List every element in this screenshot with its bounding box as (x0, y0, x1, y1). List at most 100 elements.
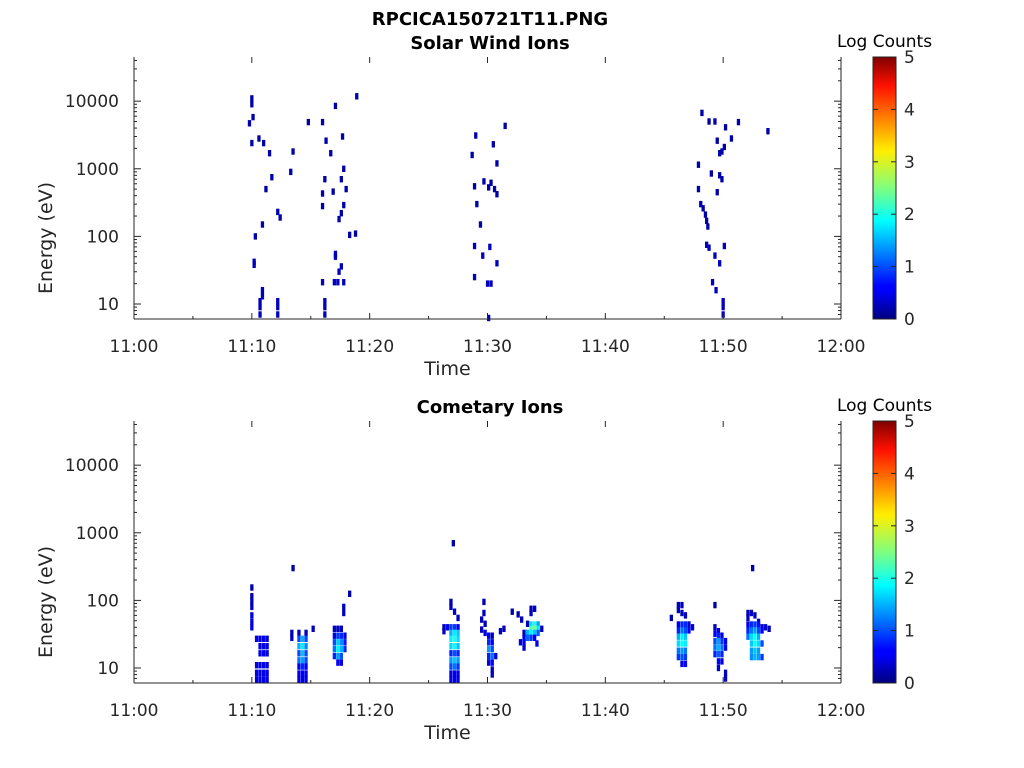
data-cell (495, 191, 499, 198)
colorbar-tick-label: 3 (904, 153, 915, 173)
data-cell (339, 639, 343, 646)
data-cell (687, 627, 691, 634)
colorbar-tick-label: 2 (904, 205, 915, 225)
data-cell (300, 650, 305, 657)
data-cell (456, 676, 460, 683)
data-cell (753, 627, 757, 634)
data-cell (342, 603, 346, 611)
data-cell (540, 625, 544, 632)
data-cell (767, 625, 771, 632)
data-cell (701, 205, 705, 212)
data-cell (297, 635, 301, 642)
data-cell (324, 137, 328, 144)
data-cell (720, 637, 724, 645)
data-cell (260, 221, 265, 228)
data-cell (518, 639, 523, 646)
data-cell (304, 629, 308, 637)
data-cell (289, 168, 293, 176)
solar-wind-panel: Solar Wind Ions 11:00 11:10 11:20 11:30 11:4… (35, 32, 932, 380)
data-cell (306, 118, 310, 126)
data-cell (696, 161, 701, 168)
colorbar-tick-label: 5 (904, 48, 915, 68)
data-cell (340, 133, 345, 140)
data-cell (529, 605, 533, 612)
data-cell (490, 659, 494, 666)
data-cell (480, 626, 484, 633)
data-cell (342, 609, 346, 617)
data-cell (250, 139, 254, 147)
data-cell (290, 634, 294, 641)
data-cell (456, 635, 460, 642)
data-cell (290, 629, 294, 637)
data-cell (723, 669, 728, 676)
colorbar-tick-label: 1 (904, 622, 915, 642)
data-cell (304, 643, 308, 650)
data-cell (297, 663, 301, 670)
data-cell (713, 651, 717, 658)
data-cell (705, 241, 709, 248)
data-cell (337, 215, 341, 223)
data-cell (533, 621, 537, 628)
data-cell (262, 676, 266, 683)
data-cell (304, 670, 308, 677)
data-cell (713, 601, 717, 609)
data-cell (487, 659, 491, 666)
data-cell (520, 616, 524, 623)
data-cell (716, 664, 721, 672)
data-cell (749, 640, 754, 647)
data-cell (716, 637, 721, 645)
data-cell (262, 643, 266, 650)
data-cell (336, 279, 340, 286)
data-cell (716, 632, 721, 639)
data-cell (258, 635, 262, 642)
data-cell (332, 279, 336, 286)
data-cell (683, 660, 688, 668)
data-cell (270, 174, 274, 181)
x-axis-label: Time (423, 722, 471, 744)
data-cell (491, 141, 495, 148)
data-cell (445, 624, 450, 631)
y-tick-label: 100 (87, 591, 119, 611)
data-cell (339, 625, 343, 632)
data-cell (482, 609, 486, 617)
data-cell (707, 244, 711, 251)
data-cell (339, 176, 343, 183)
data-cell (250, 101, 254, 108)
data-cell (490, 639, 494, 646)
data-cell (336, 625, 340, 632)
data-cell (258, 650, 262, 657)
data-cell (262, 635, 266, 642)
data-cell (716, 651, 721, 658)
data-cell (449, 670, 453, 677)
data-cell (442, 624, 446, 631)
data-cell (353, 230, 358, 237)
data-cell (680, 609, 684, 617)
data-cell (262, 669, 266, 676)
data-cell (260, 287, 265, 294)
data-cell (714, 287, 718, 294)
data-cell (320, 279, 325, 286)
data-cell (297, 643, 301, 650)
data-cell (343, 632, 347, 639)
data-cell (683, 612, 688, 619)
data-cell (756, 633, 761, 640)
data-cell (456, 663, 460, 670)
data-cell (522, 629, 526, 637)
data-cell (760, 653, 764, 661)
data-cell (700, 109, 704, 117)
data-cell (766, 128, 770, 135)
data-cell (452, 608, 457, 615)
data-cell (713, 252, 717, 259)
data-cell (276, 298, 280, 305)
data-cell (300, 676, 305, 683)
data-cell (522, 639, 526, 646)
data-cell (452, 624, 457, 631)
data-cell (680, 640, 684, 647)
data-cell (250, 624, 254, 631)
data-cell (723, 644, 728, 651)
data-cell (490, 632, 494, 639)
data-cell (257, 135, 261, 142)
data-cell (323, 298, 327, 305)
data-cell (250, 95, 254, 102)
data-cell (333, 253, 338, 260)
